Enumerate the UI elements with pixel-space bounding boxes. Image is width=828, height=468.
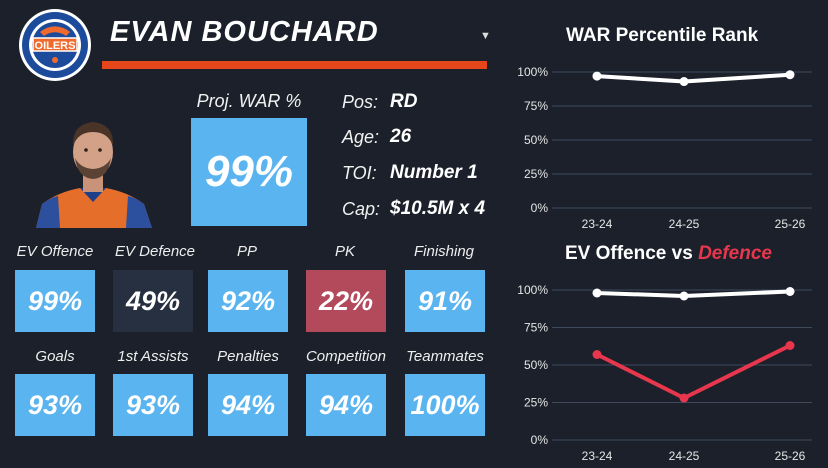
- chart2-x-tick: 24-25: [669, 449, 700, 463]
- stat-label-1st-assists: 1st Assists: [117, 348, 189, 365]
- chart1-title: WAR Percentile Rank: [566, 25, 759, 46]
- stat-label-finishing: Finishing: [413, 243, 475, 260]
- chart2-data-point: [592, 288, 602, 298]
- ev-offence-defence-chart: 0% 25% 50% 75% 100% 23-24 24-25 25-26: [517, 283, 812, 463]
- chart1-y-tick: 75%: [524, 99, 548, 113]
- player-name: EVAN BOUCHARD: [110, 16, 379, 48]
- toi-value: Number 1: [390, 162, 478, 183]
- stat-box-goals: 93%: [15, 374, 95, 436]
- chart2-title-part1: EV Offence vs: [565, 243, 699, 264]
- chart2-data-point: [785, 341, 795, 350]
- stat-label-ev-defence: EV Defence: [114, 243, 196, 260]
- header-underline: [102, 61, 487, 69]
- chart2-data-point: [679, 393, 689, 403]
- stat-box-pp: 92%: [208, 270, 288, 332]
- chart2-y-tick: 0%: [531, 433, 549, 447]
- chart1-data-point: [592, 71, 602, 81]
- pos-label: Pos:: [342, 92, 379, 112]
- age-label: Age:: [342, 127, 380, 147]
- war-percentile-chart: 0% 25% 50% 75% 100% 23-24 24-25 25-26: [517, 65, 812, 231]
- stat-box-finishing: 91%: [405, 270, 485, 332]
- chart1-x-tick: 23-24: [582, 217, 613, 231]
- cap-value: $10.5M x 4: [390, 198, 486, 219]
- pos-value: RD: [390, 91, 418, 112]
- chart2-series-line-0: [596, 289, 791, 298]
- chart1-y-tick: 100%: [517, 65, 548, 79]
- stat-label-pp: PP: [236, 243, 257, 260]
- proj-war-box: 99%: [191, 118, 307, 226]
- chart2-title-part2: Defence: [698, 243, 772, 264]
- chart2-y-tick: 50%: [524, 358, 548, 372]
- chart1-series-line-0: [596, 72, 791, 84]
- player-photo: [36, 122, 152, 228]
- chart2-series-line-1: [596, 343, 791, 400]
- stat-box-pk: 22%: [306, 270, 386, 332]
- stat-label-competition: Competition: [305, 348, 387, 365]
- stat-label-penalties: Penalties: [217, 348, 279, 365]
- stat-label-ev-offence: EV Offence: [16, 243, 94, 260]
- stat-label-pk: PK: [334, 243, 355, 260]
- chart2-data-point: [785, 287, 795, 296]
- toi-label: TOI:: [342, 163, 377, 183]
- chart1-y-tick: 50%: [524, 133, 548, 147]
- chart1-y-tick: 25%: [524, 167, 548, 181]
- oilers-logo: OILERS: [19, 9, 91, 81]
- chart2-x-tick: 23-24: [582, 449, 613, 463]
- chart1-data-point: [679, 77, 689, 87]
- stat-box-competition: 94%: [306, 374, 386, 436]
- stat-box-ev-offence: 99%: [15, 270, 95, 332]
- chart2-title: EV Offence vs Defence: [565, 243, 772, 265]
- proj-war-value: 99%: [204, 147, 294, 196]
- chart2-data-point: [592, 350, 602, 359]
- caret-down-icon[interactable]: ▼: [480, 30, 491, 42]
- chart2-y-tick: 25%: [524, 396, 548, 410]
- stat-label-teammates: Teammates: [406, 348, 484, 365]
- stat-box-1st-assists: 93%: [113, 374, 193, 436]
- stat-label-goals: Goals: [35, 348, 75, 365]
- age-value: 26: [390, 126, 412, 147]
- chart1-x-tick: 24-25: [669, 217, 700, 231]
- chart2-y-tick: 100%: [517, 283, 548, 297]
- stat-box-penalties: 94%: [208, 374, 288, 436]
- chart1-y-tick: 0%: [531, 201, 549, 215]
- chart1-x-tick: 25-26: [775, 217, 806, 231]
- chart2-x-tick: 25-26: [775, 449, 806, 463]
- chart2-y-tick: 75%: [524, 321, 548, 335]
- chart1-data-point: [785, 70, 795, 80]
- cap-label: Cap:: [342, 199, 381, 219]
- chart2-data-point: [679, 291, 689, 301]
- logo-text: OILERS: [35, 40, 76, 52]
- stat-box-ev-defence: 49%: [113, 270, 193, 332]
- stat-box-teammates: 100%: [405, 374, 485, 436]
- proj-war-label: Proj. WAR %: [196, 91, 302, 111]
